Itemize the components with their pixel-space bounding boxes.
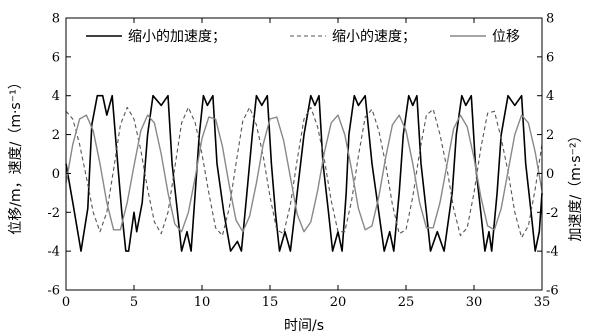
y-tick-label-right: 6 [546, 50, 554, 65]
legend: 缩小的加速度； 缩小的速度； 位移 [86, 29, 520, 45]
y-tick-label-left: 8 [52, 12, 60, 27]
x-tick-label: 15 [262, 295, 279, 310]
x-tick-label: 20 [330, 295, 347, 310]
legend-label-1: 缩小的加速度； [128, 29, 226, 45]
y-tick-label-left: -2 [47, 206, 60, 221]
series-line-1 [65, 94, 543, 252]
x-tick-label: 0 [62, 295, 70, 310]
series-line-2 [65, 106, 543, 239]
y-tick-label-left: 2 [52, 128, 60, 143]
series-line-3 [65, 114, 543, 233]
y-tick-label-right: 4 [546, 89, 554, 104]
y-tick-label-left: -6 [47, 284, 60, 299]
y-tick-label-left: 6 [52, 50, 60, 65]
x-tick-label: 25 [398, 295, 415, 310]
y-tick-label-left: 4 [52, 89, 60, 104]
y-axis-title-right: 加速度/（m·s⁻²） [568, 128, 584, 241]
y-tick-label-right: -2 [546, 206, 559, 221]
plot-frame [65, 17, 543, 291]
x-tick-label: 10 [194, 295, 211, 310]
y-tick-label-right: -4 [546, 245, 559, 260]
legend-label-2: 缩小的速度； [332, 29, 416, 45]
x-tick-label: 5 [130, 295, 138, 310]
y-axis-title-left: 位移/m，速度/（m·s⁻¹） [8, 75, 24, 234]
x-tick-label: 30 [466, 295, 483, 310]
legend-label-3: 位移 [492, 29, 520, 45]
y-tick-label-right: 0 [546, 167, 554, 182]
y-tick-label-right: -6 [546, 284, 559, 299]
y-tick-label-left: -4 [47, 245, 60, 260]
y-tick-label-left: 0 [52, 167, 60, 182]
x-axis-title: 时间/s [284, 318, 324, 334]
x-tick-label: 35 [534, 295, 551, 310]
y-tick-label-right: 8 [546, 12, 554, 27]
y-tick-label-right: 2 [546, 128, 554, 143]
plot-area [65, 94, 543, 252]
